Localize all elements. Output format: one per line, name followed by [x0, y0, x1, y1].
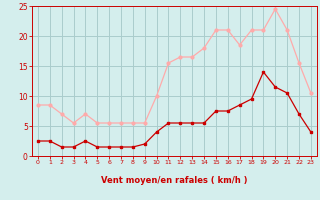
- X-axis label: Vent moyen/en rafales ( km/h ): Vent moyen/en rafales ( km/h ): [101, 176, 248, 185]
